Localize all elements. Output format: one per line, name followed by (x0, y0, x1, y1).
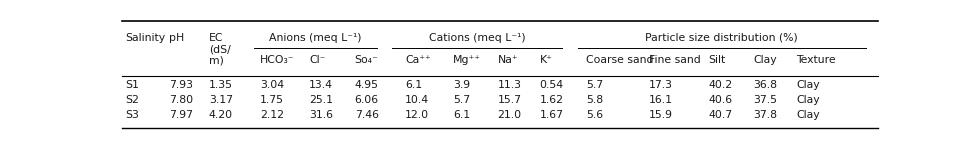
Text: Mg⁺⁺: Mg⁺⁺ (452, 55, 481, 65)
Text: 5.7: 5.7 (452, 95, 470, 105)
Text: 5.7: 5.7 (586, 80, 603, 90)
Text: S2: S2 (126, 95, 139, 105)
Text: 13.4: 13.4 (309, 80, 333, 90)
Text: Anions (meq L⁻¹): Anions (meq L⁻¹) (269, 33, 362, 43)
Text: Na⁺: Na⁺ (497, 55, 518, 65)
Text: S3: S3 (126, 110, 139, 120)
Text: Fine sand: Fine sand (648, 55, 700, 65)
Text: 25.1: 25.1 (309, 95, 333, 105)
Text: 6.06: 6.06 (355, 95, 378, 105)
Text: Clay: Clay (796, 110, 820, 120)
Text: 40.6: 40.6 (708, 95, 732, 105)
Text: 16.1: 16.1 (648, 95, 673, 105)
Text: 17.3: 17.3 (648, 80, 673, 90)
Text: 3.9: 3.9 (452, 80, 470, 90)
Text: Ca⁺⁺: Ca⁺⁺ (406, 55, 431, 65)
Text: 37.8: 37.8 (754, 110, 778, 120)
Text: 31.6: 31.6 (309, 110, 333, 120)
Text: 40.2: 40.2 (708, 80, 732, 90)
Text: 12.0: 12.0 (406, 110, 429, 120)
Text: 36.8: 36.8 (754, 80, 778, 90)
Text: 5.8: 5.8 (586, 95, 603, 105)
Text: 3.04: 3.04 (260, 80, 285, 90)
Text: 7.97: 7.97 (170, 110, 193, 120)
Text: Cl⁻: Cl⁻ (309, 55, 326, 65)
Text: 7.46: 7.46 (355, 110, 378, 120)
Text: 4.20: 4.20 (209, 110, 233, 120)
Text: 1.62: 1.62 (540, 95, 564, 105)
Text: Clay: Clay (796, 80, 820, 90)
Text: 3.17: 3.17 (209, 95, 233, 105)
Text: 1.35: 1.35 (209, 80, 233, 90)
Text: 2.12: 2.12 (260, 110, 284, 120)
Text: 10.4: 10.4 (406, 95, 429, 105)
Text: pH: pH (170, 33, 184, 43)
Text: K⁺: K⁺ (540, 55, 553, 65)
Text: Silt: Silt (708, 55, 725, 65)
Text: So₄⁻: So₄⁻ (355, 55, 378, 65)
Text: Coarse sand: Coarse sand (586, 55, 653, 65)
Text: Cations (meq L⁻¹): Cations (meq L⁻¹) (429, 33, 526, 43)
Text: 1.67: 1.67 (540, 110, 564, 120)
Text: 5.6: 5.6 (586, 110, 603, 120)
Text: 7.80: 7.80 (170, 95, 194, 105)
Text: 15.7: 15.7 (497, 95, 522, 105)
Text: EC
(dS/
m): EC (dS/ m) (209, 33, 230, 65)
Text: 40.7: 40.7 (708, 110, 732, 120)
Text: Salinity: Salinity (126, 33, 166, 43)
Text: 7.93: 7.93 (170, 80, 193, 90)
Text: 6.1: 6.1 (406, 80, 422, 90)
Text: Clay: Clay (796, 95, 820, 105)
Text: 6.1: 6.1 (452, 110, 470, 120)
Text: 37.5: 37.5 (754, 95, 778, 105)
Text: 21.0: 21.0 (497, 110, 522, 120)
Text: 11.3: 11.3 (497, 80, 522, 90)
Text: 0.54: 0.54 (540, 80, 564, 90)
Text: Texture: Texture (796, 55, 836, 65)
Text: Particle size distribution (%): Particle size distribution (%) (645, 33, 799, 43)
Text: Clay: Clay (754, 55, 777, 65)
Text: S1: S1 (126, 80, 139, 90)
Text: 1.75: 1.75 (260, 95, 284, 105)
Text: 4.95: 4.95 (355, 80, 378, 90)
Text: 15.9: 15.9 (648, 110, 673, 120)
Text: HCO₃⁻: HCO₃⁻ (260, 55, 294, 65)
